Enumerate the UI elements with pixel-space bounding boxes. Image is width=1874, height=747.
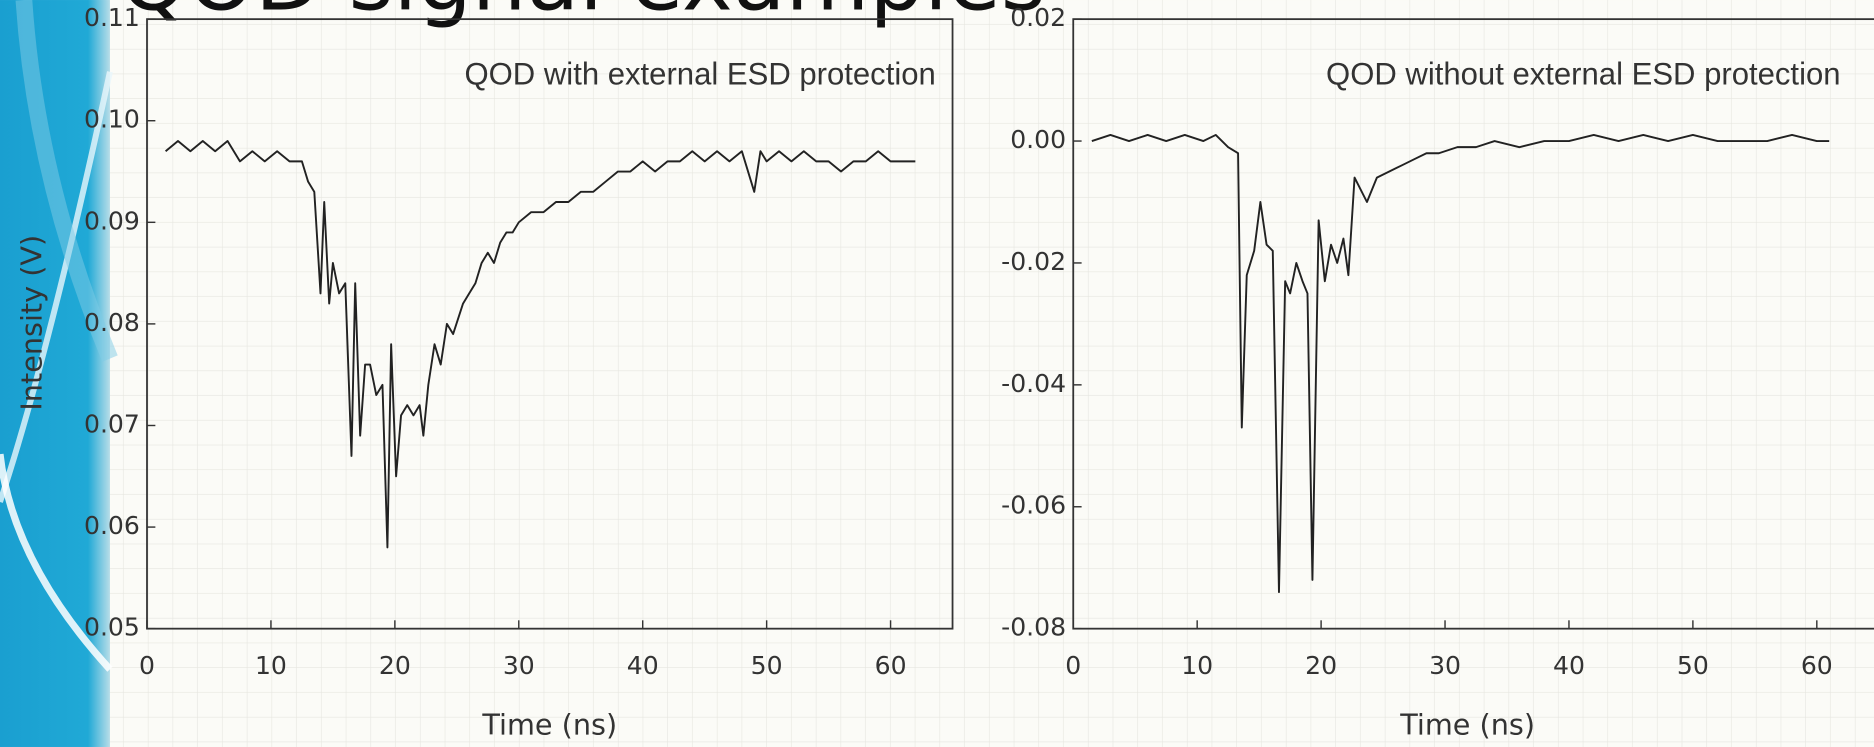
y-tick-label: 0.11 <box>84 3 140 32</box>
x-tick-label: 20 <box>1305 651 1337 680</box>
x-axis-label: Time (ns) <box>1399 708 1535 742</box>
x-tick-label: 60 <box>875 651 907 680</box>
x-tick-label: 30 <box>503 651 535 680</box>
y-tick-label: 0.09 <box>84 206 140 235</box>
x-axis-label: Time (ns) <box>481 708 617 742</box>
y-tick-label: -0.04 <box>1001 369 1066 398</box>
decor-arc <box>0 71 113 503</box>
y-tick-label: 0.07 <box>84 409 140 438</box>
x-tick-label: 0 <box>139 651 155 680</box>
decor-arc <box>15 0 118 362</box>
y-tick-label: 0.08 <box>84 308 140 337</box>
x-tick-label: 0 <box>1065 651 1081 680</box>
x-tick-label: 50 <box>751 651 783 680</box>
y-tick-label: -0.02 <box>1001 247 1066 276</box>
y-tick-label: 0.02 <box>1010 3 1066 32</box>
y-tick-label: 0.00 <box>1010 125 1066 154</box>
y-tick-label: 0.10 <box>84 105 140 134</box>
x-tick-label: 50 <box>1677 651 1709 680</box>
y-tick-label: -0.06 <box>1001 491 1066 520</box>
plot-frame <box>1072 18 1874 630</box>
annotation: QOD with external ESD protection <box>464 57 935 92</box>
slide-title: QOD signal examples <box>120 0 1046 31</box>
annotation: QOD without external ESD protection <box>1326 57 1841 92</box>
x-tick-label: 40 <box>627 651 659 680</box>
signal-line <box>164 140 916 549</box>
side-band <box>0 0 110 747</box>
x-tick-label: 40 <box>1553 651 1585 680</box>
y-tick-label: 0.05 <box>84 613 140 642</box>
x-tick-label: 60 <box>1801 651 1833 680</box>
signal-line <box>1091 133 1830 594</box>
decor-arc <box>0 453 113 672</box>
y-tick-label: 0.06 <box>84 511 140 540</box>
x-tick-label: 30 <box>1429 651 1461 680</box>
y-axis-label: Intensity (V) <box>14 235 48 411</box>
x-tick-label: 20 <box>379 651 411 680</box>
x-tick-label: 10 <box>255 651 287 680</box>
y-tick-label: -0.08 <box>1001 613 1066 642</box>
x-tick-label: 10 <box>1181 651 1213 680</box>
